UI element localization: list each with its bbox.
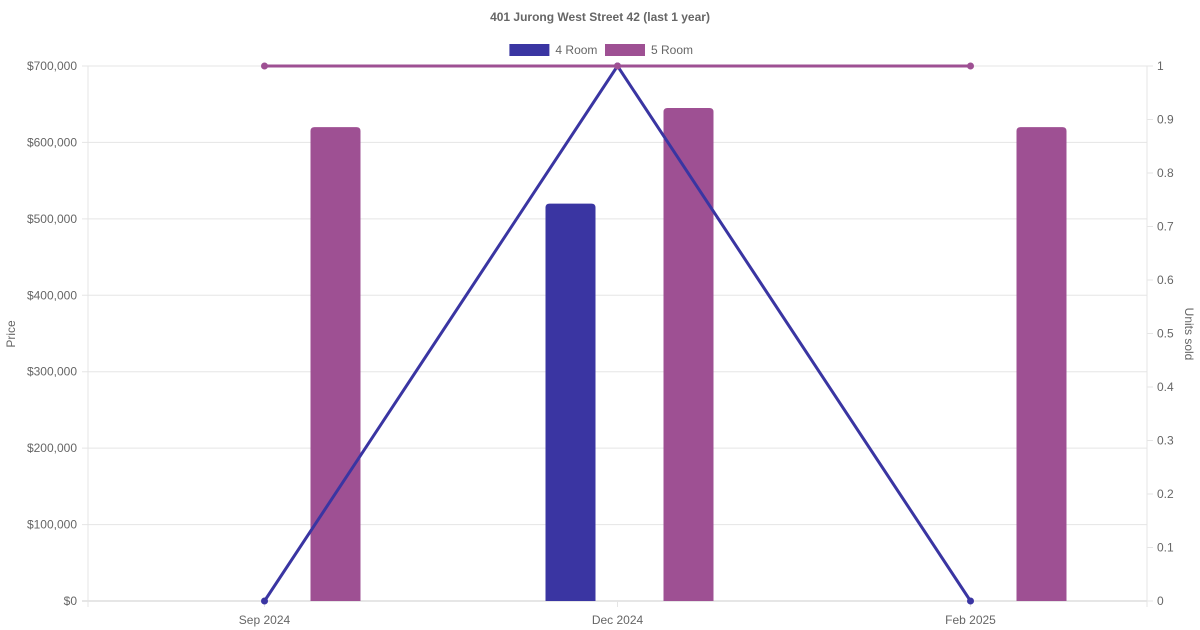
y-right-tick-label: 0.6 bbox=[1157, 273, 1174, 287]
legend-layer: 4 Room 5 Room bbox=[509, 43, 693, 57]
legend-label: 4 Room bbox=[555, 43, 597, 57]
y-left-tick-label: $600,000 bbox=[27, 135, 77, 149]
y-right-tick-label: 0.7 bbox=[1157, 220, 1174, 234]
y-left-tick-label: $500,000 bbox=[27, 212, 77, 226]
y-left-tick-label: $400,000 bbox=[27, 288, 77, 302]
point-5-room bbox=[967, 62, 974, 70]
chart-title: 401 Jurong West Street 42 (last 1 year) bbox=[490, 10, 710, 24]
y-right-tick-label: 0.8 bbox=[1157, 166, 1174, 180]
y-left-tick-label: $0 bbox=[64, 594, 78, 608]
legend-swatch-5-room bbox=[605, 44, 645, 56]
point-4-room bbox=[261, 597, 268, 605]
x-tick-label: Dec 2024 bbox=[592, 613, 644, 627]
x-tick-label: Feb 2025 bbox=[945, 613, 996, 627]
lines-layer bbox=[261, 62, 974, 605]
grid-layer bbox=[82, 65, 1153, 607]
y-right-tick-label: 0.1 bbox=[1157, 541, 1174, 555]
y-left-tick-label: $300,000 bbox=[27, 365, 77, 379]
y-right-tick-label: 0 bbox=[1157, 594, 1164, 608]
y-right-tick-label: 0.2 bbox=[1157, 487, 1174, 501]
y-axis-right-title: Units sold bbox=[1182, 308, 1196, 361]
y-right-tick-label: 0.3 bbox=[1157, 434, 1174, 448]
y-left-tick-label: $200,000 bbox=[27, 441, 77, 455]
axis-layer: $0 $100,000 $200,000 $300,000 $400,000 $500,0… bbox=[27, 59, 1174, 627]
y-axis-left-title: Price bbox=[4, 320, 18, 348]
legend-label: 5 Room bbox=[651, 43, 693, 57]
point-4-room bbox=[967, 597, 974, 605]
y-left-tick-label: $700,000 bbox=[27, 59, 77, 73]
x-tick-label: Sep 2024 bbox=[239, 613, 291, 627]
y-right-tick-label: 0.5 bbox=[1157, 327, 1174, 341]
point-5-room bbox=[261, 62, 268, 70]
bar-5-room bbox=[1016, 127, 1067, 602]
y-right-tick-label: 0.4 bbox=[1157, 380, 1174, 394]
y-right-tick-label: 0.9 bbox=[1157, 113, 1174, 127]
y-right-tick-label: 1 bbox=[1157, 59, 1164, 73]
line-4-room bbox=[263, 64, 972, 602]
legend-swatch-4-room bbox=[509, 44, 550, 56]
bar-5-room bbox=[663, 108, 714, 602]
bar-4-room bbox=[545, 203, 596, 602]
point-5-room bbox=[614, 62, 621, 70]
bars-layer bbox=[310, 108, 1067, 602]
y-left-tick-label: $100,000 bbox=[27, 518, 77, 532]
bar-5-room bbox=[310, 127, 361, 602]
